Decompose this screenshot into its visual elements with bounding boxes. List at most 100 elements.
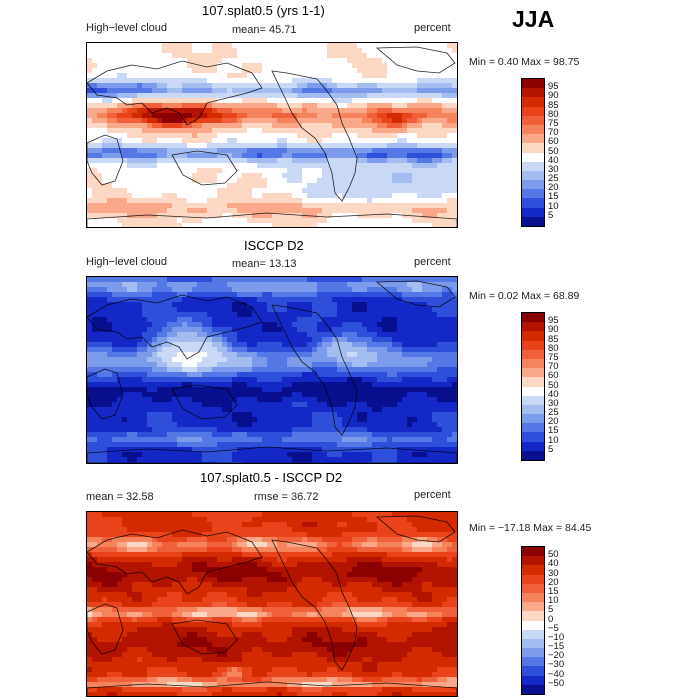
colorbar-tick-label: 25: [548, 173, 559, 185]
colorbar-tick-label: 50: [548, 549, 559, 561]
colorbar-tick-label: −5: [548, 622, 559, 634]
colorbar-tick-label: 95: [548, 315, 559, 327]
panel2-field-label: High−level cloud: [86, 256, 168, 268]
panel2-title: ISCCP D2: [244, 238, 304, 253]
colorbar-tick-label: −20: [548, 650, 565, 662]
colorbar-tick-label: 5: [548, 443, 554, 455]
colorbar-swatch: [522, 207, 544, 217]
colorbar-tick-label: 15: [548, 191, 559, 203]
colorbar-tick-label: 30: [548, 567, 559, 579]
colorbar-swatch: [522, 97, 544, 107]
colorbar-tick-label: 10: [548, 434, 559, 446]
colorbar-swatch: [522, 583, 544, 593]
panel3-mean: mean = 32.58: [86, 491, 154, 503]
colorbar-swatch: [522, 574, 544, 584]
colorbar-swatch: [522, 611, 544, 621]
colorbar-swatch: [522, 349, 544, 359]
colorbar-tick-label: −30: [548, 659, 565, 671]
colorbar-tick-label: −10: [548, 631, 565, 643]
colorbar-swatch: [522, 358, 544, 369]
colorbar-tick-label: 30: [548, 163, 559, 175]
colorbar-swatch: [522, 629, 544, 639]
colorbar-tick-label: 15: [548, 585, 559, 597]
season-label: JJA: [512, 6, 555, 32]
colorbar-swatch: [522, 340, 544, 350]
colorbar-swatch: [522, 395, 544, 405]
colorbar-tick-label: 30: [548, 397, 559, 409]
colorbar-swatch: [522, 106, 544, 116]
colorbar-swatch: [522, 377, 544, 387]
colorbar-swatch: [522, 134, 544, 144]
colorbar-tick-label: 40: [548, 558, 559, 570]
colorbar-tick-label: −40: [548, 668, 565, 680]
colorbar-swatch: [522, 602, 544, 612]
colorbar-tick-label: 50: [548, 145, 559, 157]
colorbar-tick-label: −50: [548, 677, 565, 689]
colorbar-swatch: [522, 216, 544, 226]
colorbar-swatch: [522, 638, 544, 649]
panel2-mean: mean= 13.13: [232, 258, 297, 270]
colorbar-tick-label: 20: [548, 182, 559, 194]
colorbar-swatch: [522, 556, 544, 566]
colorbar-swatch: [522, 648, 544, 658]
colorbar-tick-label: 80: [548, 108, 559, 120]
colorbar-tick-label: −15: [548, 641, 565, 653]
colorbar-swatch: [522, 657, 544, 667]
colorbar-swatch: [522, 368, 544, 378]
colorbar-swatch: [522, 432, 544, 442]
colorbar-swatch: [522, 386, 544, 396]
colorbar-swatch: [522, 441, 544, 451]
colorbar-swatch: [522, 161, 544, 171]
colorbar-swatch: [522, 331, 544, 341]
colorbar-tick-label: 0: [548, 613, 554, 625]
colorbar-swatch: [522, 592, 544, 603]
colorbar-tick-label: 40: [548, 388, 559, 400]
colorbar-swatch: [522, 404, 544, 415]
colorbar-swatch: [522, 124, 544, 135]
colorbar-tick-label: 80: [548, 342, 559, 354]
colorbar-tick-label: 60: [548, 370, 559, 382]
colorbar-swatch: [522, 115, 544, 125]
panel1-title: 107.splat0.5 (yrs 1-1): [202, 3, 325, 18]
panel3-title: 107.splat0.5 - ISCCP D2: [200, 470, 343, 485]
colorbar-swatch: [522, 313, 544, 323]
colorbar-swatch: [522, 675, 544, 685]
colorbar-tick-label: 10: [548, 595, 559, 607]
panel1-map: [86, 42, 458, 228]
colorbar-swatch: [522, 180, 544, 190]
panel1-field-label: High−level cloud: [86, 22, 168, 34]
colorbar-swatch: [522, 620, 544, 630]
colorbar-swatch: [522, 547, 544, 557]
panel2-minmax: Min = 0.02 Max = 68.89: [469, 290, 580, 302]
panel2-colorbar: [521, 312, 545, 461]
colorbar-swatch: [522, 170, 544, 181]
colorbar-tick-label: 15: [548, 425, 559, 437]
colorbar-swatch: [522, 450, 544, 460]
colorbar-tick-label: 60: [548, 136, 559, 148]
panel2-map: [86, 276, 458, 464]
colorbar-tick-label: 90: [548, 90, 559, 102]
colorbar-tick-label: 95: [548, 81, 559, 93]
colorbar-tick-label: 90: [548, 324, 559, 336]
colorbar-tick-label: 5: [548, 604, 554, 616]
panel3-minmax: Min = −17.18 Max = 84.45: [469, 522, 592, 534]
panel3-rmse: rmse = 36.72: [254, 491, 319, 503]
colorbar-swatch: [522, 565, 544, 575]
colorbar-swatch: [522, 79, 544, 89]
colorbar-tick-label: 70: [548, 361, 559, 373]
colorbar-swatch: [522, 143, 544, 153]
colorbar-tick-label: 20: [548, 416, 559, 428]
colorbar-tick-label: 20: [548, 576, 559, 588]
colorbar-swatch: [522, 423, 544, 433]
colorbar-tick-label: 85: [548, 99, 559, 111]
colorbar-swatch: [522, 684, 544, 694]
colorbar-tick-label: 10: [548, 200, 559, 212]
colorbar-tick-label: 85: [548, 333, 559, 345]
colorbar-swatch: [522, 152, 544, 162]
colorbar-tick-label: 25: [548, 407, 559, 419]
panel1-units: percent: [414, 22, 451, 34]
panel3-colorbar: [521, 546, 545, 695]
colorbar-tick-label: 5: [548, 209, 554, 221]
colorbar-tick-label: 75: [548, 351, 559, 363]
colorbar-tick-label: 70: [548, 127, 559, 139]
